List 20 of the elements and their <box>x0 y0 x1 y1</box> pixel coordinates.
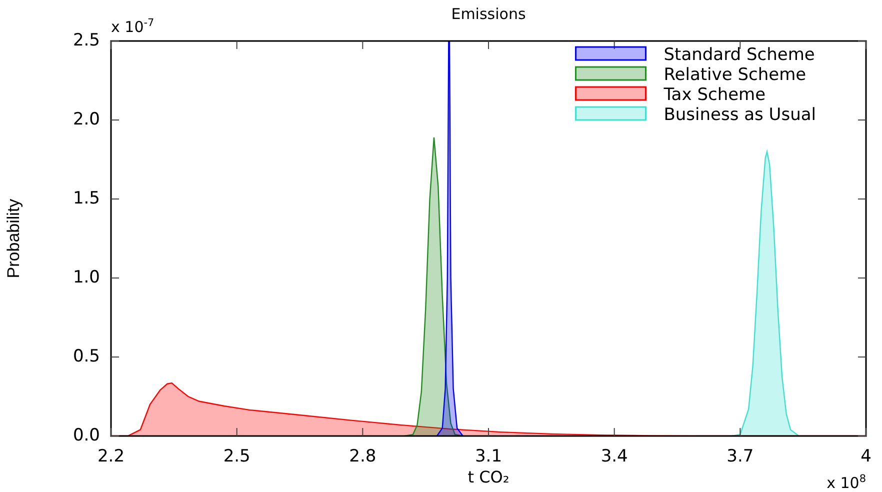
y-tick-label: 2.0 <box>72 109 100 130</box>
x-tick-label: 3.4 <box>600 446 628 467</box>
x-tick-label: 4 <box>860 446 872 467</box>
y-tick-label: 1.5 <box>72 188 100 208</box>
legend-label: Tax Scheme <box>662 85 766 105</box>
x-tick-label: 3.7 <box>726 446 754 467</box>
y-tick-label: 1.0 <box>72 267 100 288</box>
x-tick-label: 3.1 <box>474 446 502 467</box>
y-axis-title: Probability <box>4 198 23 278</box>
y-tick-label: 2.5 <box>72 30 100 50</box>
x-axis-title: t CO₂ <box>468 468 510 487</box>
legend-label: Relative Scheme <box>664 65 806 85</box>
legend-label: Business as Usual <box>664 105 816 125</box>
x-tick-label: 2.5 <box>223 446 250 467</box>
x-tick-label: 2.2 <box>97 446 125 467</box>
legend-label: Standard Scheme <box>664 45 815 65</box>
x-tick-label: 2.8 <box>349 446 376 467</box>
y-tick-label: 0.0 <box>72 425 100 446</box>
chart-title: Emissions <box>451 5 526 23</box>
y-tick-label: 0.5 <box>72 346 100 366</box>
